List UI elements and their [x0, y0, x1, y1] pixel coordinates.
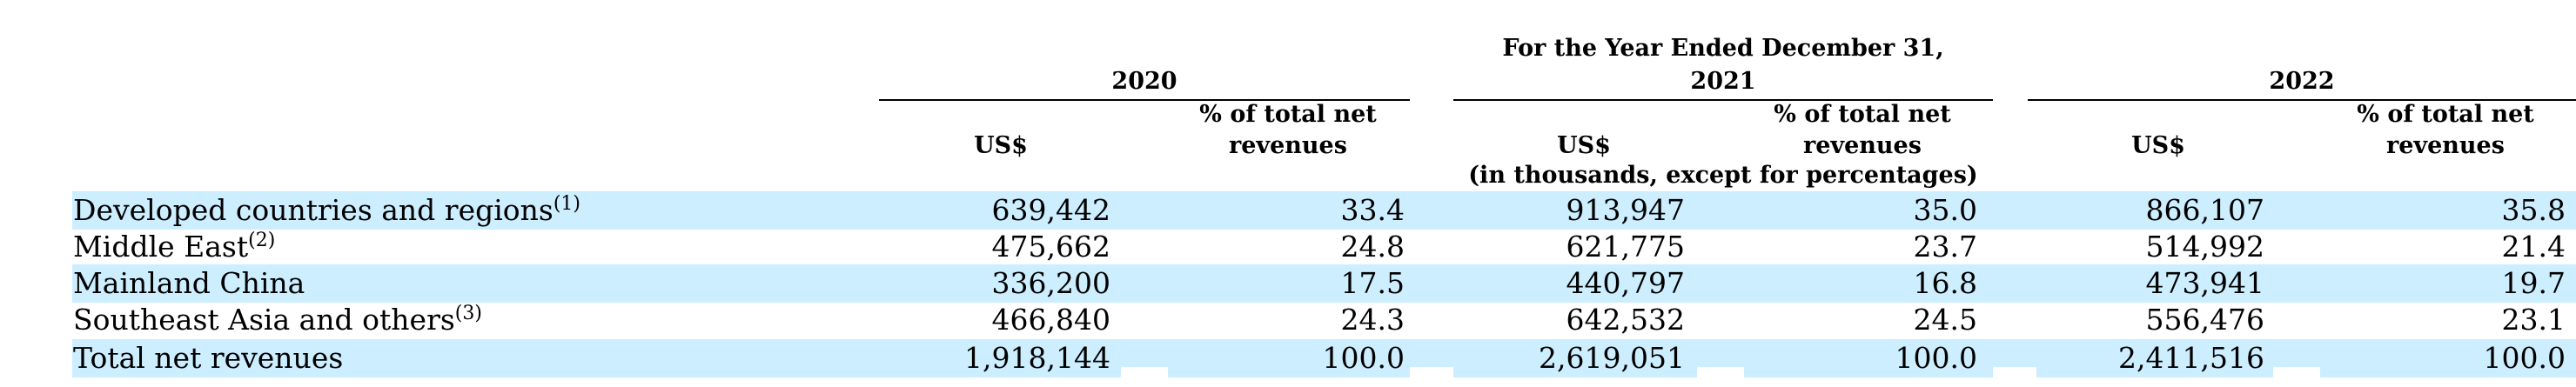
year-rule-2020 — [879, 99, 1410, 101]
footnote-marker: (1) — [553, 193, 581, 215]
col-header-pct-2022-line2: revenues — [2386, 132, 2505, 159]
cell-pct-2020: 24.3 — [1340, 303, 1405, 337]
cell-usd-2021: 621,775 — [1566, 230, 1685, 264]
row-band-4 — [72, 339, 2576, 377]
cell-usd-2022: 866,107 — [2145, 193, 2264, 227]
col-header-usd-2022: US$ — [2131, 132, 2185, 159]
cell-pct-2021: 23.7 — [1913, 230, 1977, 264]
cell-usd-2021: 913,947 — [1566, 193, 1685, 227]
cell-pct-2020: 17.5 — [1340, 266, 1405, 300]
cell-usd-2020: 639,442 — [991, 193, 1110, 227]
row-label-developed: Developed countries and regions(1) — [73, 191, 580, 230]
col-header-usd-2021: US$ — [1557, 132, 1611, 159]
cell-usd-2021: 2,619,051 — [1539, 341, 1685, 375]
cell-pct-2020: 24.8 — [1340, 230, 1405, 264]
row-label-text: Developed countries and regions — [73, 193, 553, 227]
cell-pct-2020: 33.4 — [1340, 193, 1405, 227]
cell-usd-2020: 336,200 — [991, 266, 1110, 300]
col-header-usd-2020: US$ — [974, 132, 1028, 159]
row-label-middle-east: Middle East(2) — [73, 228, 275, 266]
total-gap-1 — [1121, 367, 1168, 377]
year-rule-2022 — [2028, 99, 2576, 101]
units-note: (in thousands, except for percentages) — [1468, 162, 1978, 189]
row-label-text: Middle East — [73, 230, 249, 264]
cell-usd-2022: 556,476 — [2145, 303, 2264, 337]
col-header-pct-2022-line1: % of total net — [2357, 101, 2534, 128]
cell-usd-2022: 473,941 — [2145, 266, 2264, 300]
cell-pct-2022: 23.1 — [2501, 303, 2566, 337]
cell-usd-2021: 440,797 — [1566, 266, 1685, 300]
year-header-2022: 2022 — [2269, 68, 2335, 95]
cell-usd-2022: 2,411,516 — [2118, 341, 2264, 375]
cell-pct-2022: 35.8 — [2501, 193, 2566, 227]
col-header-pct-2021-line1: % of total net — [1774, 101, 1951, 128]
row-band-2 — [72, 264, 2576, 303]
row-label-total: Total net revenues — [73, 339, 343, 377]
cell-usd-2020: 475,662 — [991, 230, 1110, 264]
row-label-mainland-china: Mainland China — [73, 264, 305, 303]
cell-usd-2021: 642,532 — [1566, 303, 1685, 337]
cell-pct-2021: 35.0 — [1913, 193, 1977, 227]
period-title: For the Year Ended December 31, — [1502, 35, 1944, 62]
total-gap-3 — [1697, 367, 1744, 377]
col-header-pct-2022: % of total net revenues — [2315, 99, 2576, 162]
year-header-2021: 2021 — [1690, 68, 1756, 95]
cell-pct-2022: 21.4 — [2501, 230, 2566, 264]
col-header-pct-2020-line1: % of total net — [1199, 101, 1377, 128]
cell-usd-2020: 466,840 — [991, 303, 1110, 337]
cell-pct-2022: 19.7 — [2501, 266, 2566, 300]
row-label-text: Mainland China — [73, 266, 305, 300]
cell-pct-2021: 16.8 — [1913, 266, 1977, 300]
total-gap-4 — [1993, 367, 2036, 377]
total-gap-5 — [2273, 367, 2320, 377]
row-label-southeast-asia: Southeast Asia and others(3) — [73, 301, 482, 339]
year-rule-2021 — [1453, 99, 1993, 101]
year-header-2020: 2020 — [1111, 68, 1177, 95]
row-label-text: Total net revenues — [73, 341, 344, 375]
col-header-pct-2020: % of total net revenues — [1166, 99, 1410, 162]
total-gap-2 — [1410, 367, 1453, 377]
row-band-0 — [72, 191, 2576, 230]
cell-pct-2022: 100.0 — [2483, 341, 2566, 375]
cell-usd-2022: 514,992 — [2145, 230, 2264, 264]
row-label-text: Southeast Asia and others — [73, 303, 455, 337]
footnote-marker: (2) — [248, 230, 276, 251]
col-header-pct-2021: % of total net revenues — [1736, 99, 1989, 162]
col-header-pct-2021-line2: revenues — [1803, 132, 1922, 159]
col-header-pct-2020-line2: revenues — [1229, 132, 1347, 159]
cell-pct-2021: 24.5 — [1913, 303, 1977, 337]
cell-pct-2020: 100.0 — [1322, 341, 1405, 375]
footnote-marker: (3) — [454, 303, 482, 324]
cell-usd-2020: 1,918,144 — [964, 341, 1110, 375]
cell-pct-2021: 100.0 — [1895, 341, 1977, 375]
